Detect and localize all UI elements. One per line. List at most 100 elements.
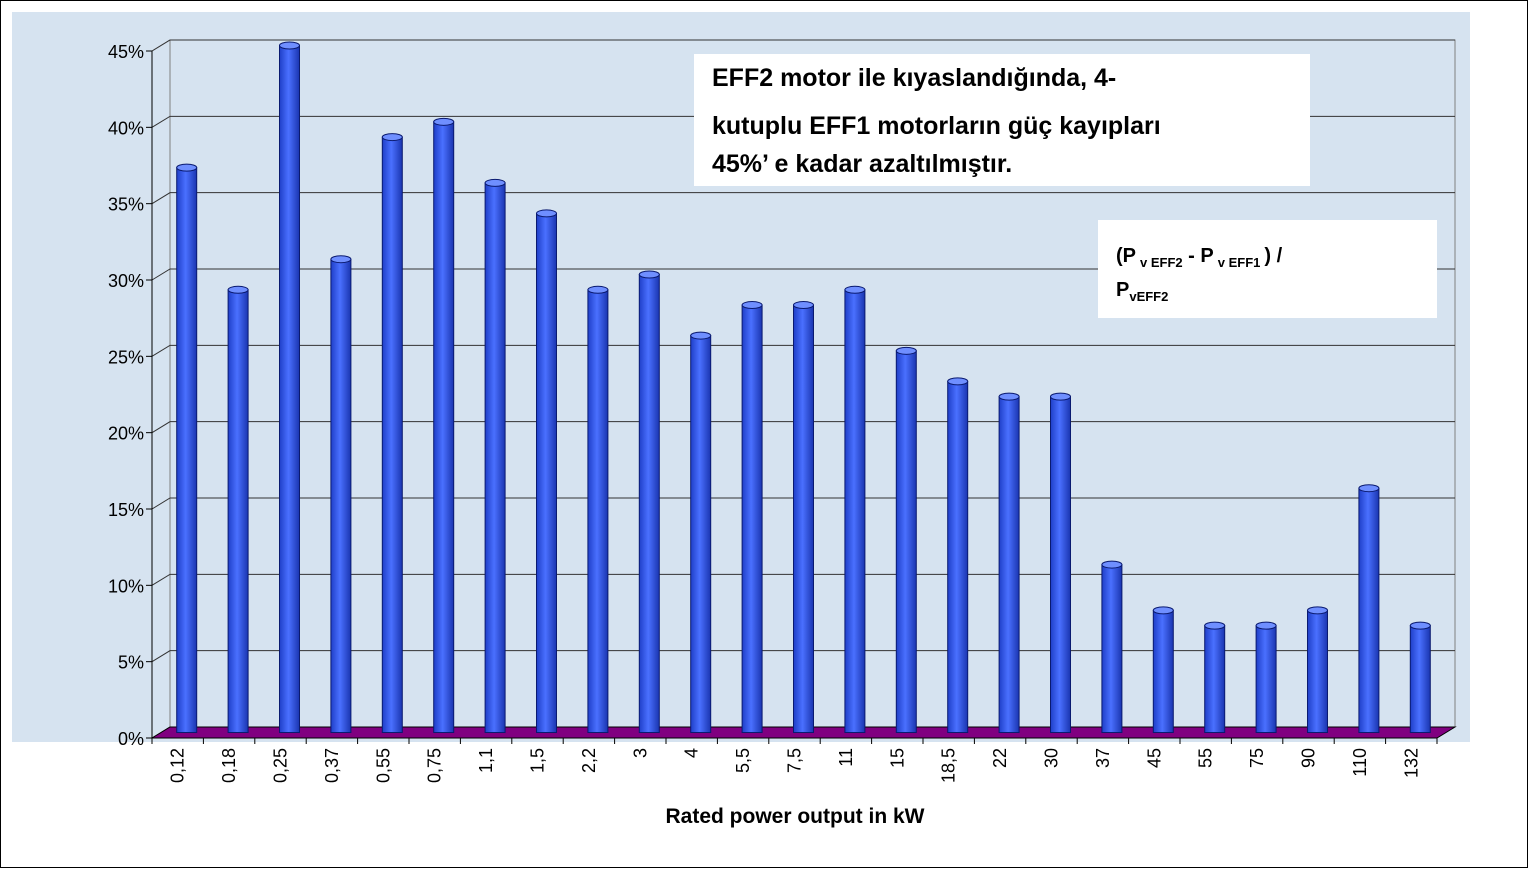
annotation-box: [694, 54, 1310, 186]
x-tick-label: 18,5: [939, 748, 959, 783]
x-tick-label: 30: [1042, 748, 1062, 768]
bar-body: [895, 350, 917, 733]
bar: [793, 301, 814, 733]
bar-cap: [844, 285, 866, 294]
bar-cap: [1050, 392, 1071, 401]
bar-body: [279, 45, 300, 733]
x-tick-label: 0,18: [219, 748, 239, 783]
formula-sub: v EFF1: [1218, 255, 1261, 270]
x-tick-label: 0,55: [373, 748, 393, 783]
bar-cap: [484, 178, 506, 187]
bar: [330, 255, 352, 733]
bar: [1050, 392, 1071, 733]
bar-body: [690, 335, 712, 733]
bar-cap: [381, 133, 403, 142]
bar: [484, 178, 506, 733]
bar: [998, 392, 1020, 733]
grid-line: [151, 268, 1455, 281]
y-tick-label: 20%: [108, 424, 144, 444]
x-tick-label: 3: [630, 748, 650, 758]
grid-line: [151, 573, 1455, 586]
formula-box: [1098, 220, 1437, 318]
bar: [1409, 621, 1431, 734]
bar-body: [998, 396, 1020, 733]
x-tick-label: 4: [682, 748, 702, 758]
bar-body: [1409, 625, 1431, 734]
y-tick-label: 30%: [108, 271, 144, 291]
bar: [638, 270, 660, 733]
annotation-line: EFF2 motor ile kıyaslandığında, 4-: [712, 64, 1116, 92]
bar-body: [176, 167, 198, 733]
bar: [895, 346, 917, 733]
x-tick-label: 110: [1350, 748, 1370, 777]
x-tick-label: 1,5: [528, 748, 548, 773]
bar-cap: [279, 41, 300, 50]
bar: [176, 163, 198, 733]
bar-cap: [536, 209, 557, 218]
grid-line: [151, 39, 1455, 52]
bar-body: [1101, 564, 1123, 733]
y-tick-label: 10%: [108, 576, 144, 596]
bar-cap: [895, 346, 917, 355]
bar-cap: [1358, 484, 1380, 493]
bar-cap: [587, 285, 609, 294]
x-tick-label: 0,75: [425, 748, 445, 783]
formula-part: P: [1116, 279, 1129, 301]
formula-part: - P: [1183, 245, 1214, 267]
bar-cap: [1255, 621, 1277, 630]
bar: [947, 377, 969, 733]
grid-line: [151, 192, 1455, 205]
bar-body: [793, 304, 814, 733]
x-tick-label: 2,2: [579, 748, 599, 773]
bar-body: [741, 304, 763, 733]
bar: [1101, 560, 1123, 733]
bar: [1358, 484, 1380, 733]
bar-cap: [330, 255, 352, 264]
bar-body: [1255, 625, 1277, 734]
x-tick-label: 22: [990, 748, 1010, 768]
formula-sub: vEFF2: [1129, 289, 1168, 304]
x-tick-label: 55: [1196, 748, 1216, 768]
x-tick-label: 132: [1401, 748, 1421, 778]
bar-cap: [1152, 606, 1174, 615]
formula: PvEFF2: [1116, 279, 1168, 304]
bar-cap: [998, 392, 1020, 401]
formula: (P v EFF2 - P v EFF1) /: [1116, 245, 1283, 270]
y-tick-label: 35%: [108, 195, 144, 215]
x-tick-label: 90: [1299, 748, 1319, 768]
bar: [844, 285, 866, 733]
y-tick-label: 0%: [118, 729, 144, 749]
bar: [741, 301, 763, 733]
bar-cap: [947, 377, 969, 386]
bar: [587, 285, 609, 733]
y-tick-label: 25%: [108, 347, 144, 367]
x-axis-title: Rated power output in kW: [666, 805, 925, 828]
bar-cap: [1101, 560, 1123, 569]
bar-cap: [741, 301, 763, 310]
bar-body: [638, 274, 660, 733]
annotation-line: kutuplu EFF1 motorların güç kayıpları: [712, 112, 1161, 140]
bar: [536, 209, 557, 733]
y-tick-label: 5%: [118, 653, 144, 673]
bar-body: [1358, 487, 1380, 733]
x-tick-label: 0,37: [322, 748, 342, 783]
bar-cap: [176, 163, 198, 172]
x-tick-label: 7,5: [785, 748, 805, 773]
grid-line: [151, 650, 1455, 663]
bar-body: [844, 289, 866, 733]
x-tick-label: 45: [1144, 748, 1164, 768]
bar: [690, 331, 712, 733]
bar-cap: [1307, 606, 1328, 615]
bar: [1152, 606, 1174, 733]
bar-cap: [227, 285, 249, 294]
formula-part: (P: [1116, 245, 1136, 267]
x-tick-label: 11: [836, 748, 856, 767]
bar: [1307, 606, 1328, 733]
y-tick-label: 15%: [108, 500, 144, 520]
grid-line: [151, 421, 1455, 434]
x-tick-label: 5,5: [733, 748, 753, 773]
formula-part: ) /: [1264, 245, 1282, 267]
bar-body: [1204, 625, 1226, 734]
bar-cap: [638, 270, 660, 279]
